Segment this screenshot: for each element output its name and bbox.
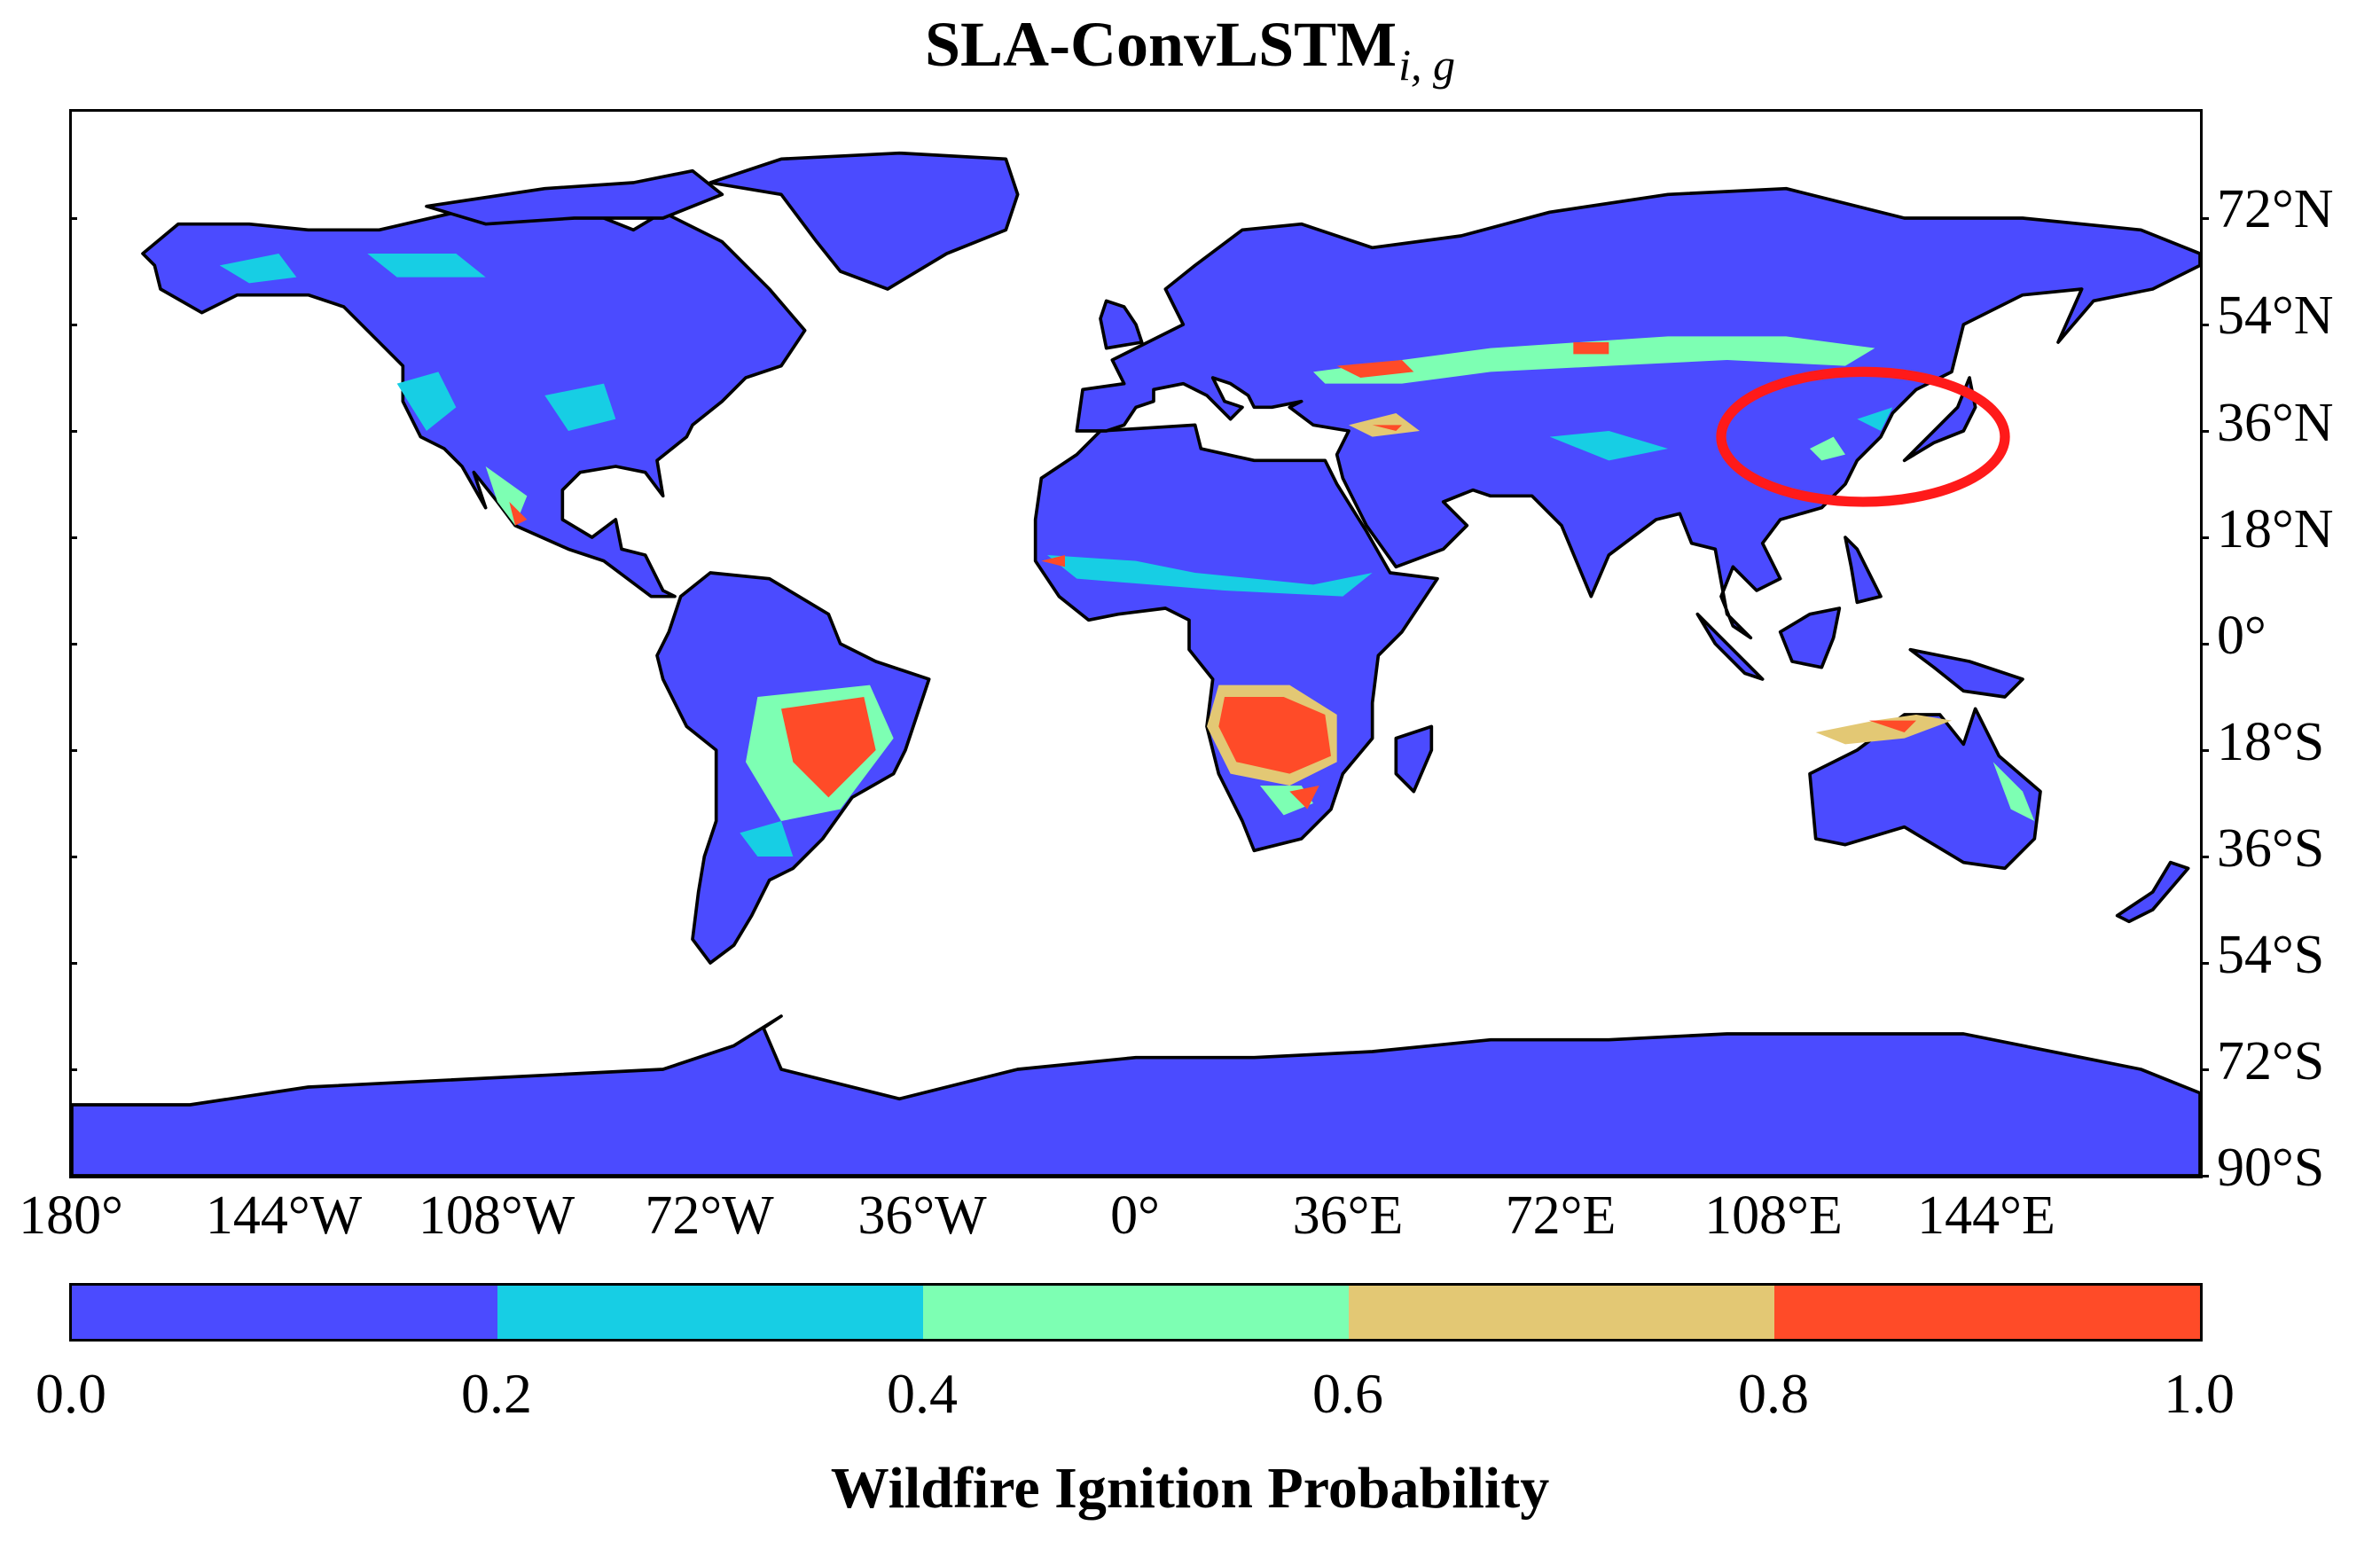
land-north-america	[141, 204, 807, 598]
lat-label: 36°S	[2217, 818, 2325, 879]
land-antarctica	[72, 1014, 2200, 1176]
lat-tick	[2200, 962, 2209, 965]
lat-tick	[2200, 430, 2209, 433]
colorbar-tick: 0.0	[35, 1362, 106, 1425]
colorbar-segment	[497, 1286, 923, 1339]
lat-tick-left	[72, 643, 77, 645]
lat-tick-left	[72, 856, 77, 858]
lat-label: 72°S	[2217, 1031, 2325, 1091]
colorbar-segment	[1349, 1286, 1774, 1339]
lat-tick-left	[72, 217, 77, 220]
lat-tick	[2200, 324, 2209, 326]
lat-label: 0°	[2217, 606, 2266, 666]
lon-label: 180°	[19, 1185, 123, 1246]
land-greenland	[709, 151, 1020, 291]
land-new-guinea	[1908, 647, 2024, 699]
lat-tick	[2200, 1068, 2209, 1071]
colorbar-tick: 1.0	[2164, 1362, 2235, 1425]
lat-tick	[2200, 749, 2209, 752]
lat-label: 18°N	[2217, 499, 2334, 559]
colorbar-label: Wildfire Ignition Probability	[830, 1456, 1550, 1521]
lon-label: 72°W	[645, 1185, 774, 1246]
land-eurasia	[1075, 186, 2200, 640]
lat-tick	[2200, 217, 2209, 220]
land-borneo	[1778, 606, 1842, 669]
lon-label: 72°E	[1505, 1185, 1617, 1246]
lat-tick-left	[72, 1068, 77, 1071]
land-canadian-islands	[425, 168, 724, 226]
land-philippines	[1844, 536, 1883, 605]
highlight-ellipse	[1716, 366, 2010, 507]
lat-label: 54°N	[2217, 286, 2334, 346]
lat-label: 90°S	[2217, 1138, 2325, 1198]
lat-tick	[2200, 536, 2209, 539]
lat-tick	[2200, 1175, 2209, 1177]
title-main: SLA-ConvLSTM	[924, 9, 1397, 80]
lat-label: 72°N	[2217, 179, 2334, 239]
land-madagascar	[1394, 724, 1434, 794]
lat-tick-left	[72, 962, 77, 965]
map-frame[interactable]	[69, 109, 2209, 1178]
lat-label: 18°S	[2217, 712, 2325, 772]
colorbar-segment	[72, 1286, 497, 1339]
lon-label: 108°E	[1704, 1185, 1843, 1246]
colorbar-tick: 0.4	[887, 1362, 958, 1425]
colorbar-segment	[923, 1286, 1349, 1339]
lon-label: 36°E	[1292, 1185, 1404, 1246]
lon-label: 36°W	[857, 1185, 987, 1246]
lat-tick	[2200, 856, 2209, 858]
lon-label: 108°W	[418, 1185, 575, 1246]
land-new-zealand	[2115, 860, 2190, 924]
lat-tick	[2200, 643, 2209, 645]
colorbar-tick: 0.8	[1738, 1362, 1809, 1425]
world-map	[72, 151, 2200, 1176]
lat-tick-left	[72, 1175, 77, 1177]
land-australia	[1808, 707, 2042, 871]
lat-tick-left	[72, 430, 77, 433]
lat-label: 54°S	[2217, 925, 2325, 985]
title-subscript: i, g	[1398, 40, 1456, 90]
lon-label: 144°E	[1917, 1185, 2055, 1246]
lat-tick-left	[72, 536, 77, 539]
map-title: SLA-ConvLSTMi, g	[0, 0, 2380, 87]
lon-label: 144°W	[205, 1185, 363, 1246]
land-uk	[1099, 299, 1144, 350]
land-sumatra	[1695, 612, 1765, 681]
probability-hotspots	[219, 254, 2035, 857]
colorbar	[69, 1283, 2203, 1342]
lon-label: 0°	[1110, 1185, 1160, 1246]
colorbar-tick: 0.2	[461, 1362, 532, 1425]
lat-label: 36°N	[2217, 393, 2334, 453]
lat-tick-left	[72, 749, 77, 752]
colorbar-tick: 0.6	[1312, 1362, 1383, 1425]
colorbar-segment	[1774, 1286, 2200, 1339]
lat-tick-left	[72, 324, 77, 326]
